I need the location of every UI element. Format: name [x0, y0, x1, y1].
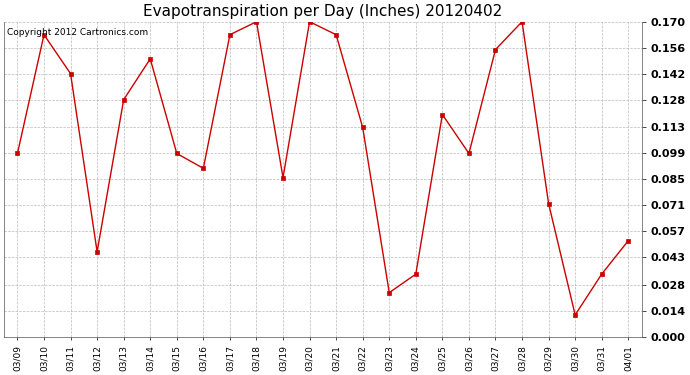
Title: Evapotranspiration per Day (Inches) 20120402: Evapotranspiration per Day (Inches) 2012… — [144, 4, 502, 19]
Text: Copyright 2012 Cartronics.com: Copyright 2012 Cartronics.com — [8, 28, 148, 37]
